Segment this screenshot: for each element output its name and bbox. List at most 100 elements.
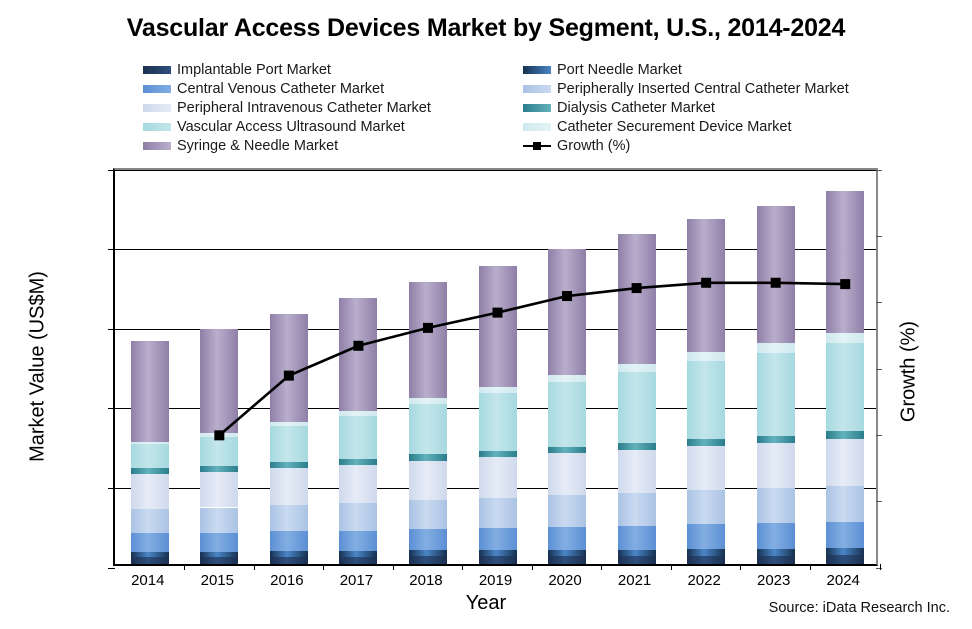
bar-group[interactable] <box>269 166 308 564</box>
bar-segment[interactable] <box>756 435 795 444</box>
bar-segment[interactable] <box>617 450 656 494</box>
bar-segment[interactable] <box>200 552 239 558</box>
bar-group[interactable] <box>478 166 517 564</box>
bar-segment[interactable] <box>269 461 308 468</box>
bar-segment[interactable] <box>826 431 865 440</box>
bar-segment[interactable] <box>408 398 447 405</box>
bar-segment[interactable] <box>617 525 656 550</box>
bar-segment[interactable] <box>339 458 378 465</box>
bar-segment[interactable] <box>200 329 239 434</box>
bar-segment[interactable] <box>408 404 447 455</box>
bar-segment[interactable] <box>478 393 517 451</box>
bar-segment[interactable] <box>756 488 795 524</box>
bar-segment[interactable] <box>408 499 447 529</box>
bar-group[interactable] <box>130 166 169 564</box>
bar-segment[interactable] <box>478 450 517 458</box>
bar-segment[interactable] <box>130 508 169 534</box>
bar-segment[interactable] <box>130 444 169 469</box>
bar-segment[interactable] <box>130 533 169 553</box>
bar-segment[interactable] <box>130 441 169 445</box>
bar-segment[interactable] <box>617 493 656 526</box>
bar-segment[interactable] <box>339 551 378 557</box>
legend-item[interactable]: Peripheral Intravenous Catheter Market <box>143 99 508 118</box>
bar-segment[interactable] <box>548 495 587 527</box>
bar-segment[interactable] <box>548 556 587 564</box>
bar-segment[interactable] <box>548 374 587 382</box>
bar-segment[interactable] <box>269 504 308 532</box>
bar-segment[interactable] <box>269 531 308 552</box>
bar-segment[interactable] <box>339 530 378 552</box>
legend-item[interactable]: Vascular Access Ultrasound Market <box>143 118 508 137</box>
bar-segment[interactable] <box>339 464 378 503</box>
bar-segment[interactable] <box>130 552 169 558</box>
bar-segment[interactable] <box>130 468 169 474</box>
bar-segment[interactable] <box>269 556 308 564</box>
legend-item[interactable]: Central Venous Catheter Market <box>143 80 508 99</box>
bar-segment[interactable] <box>826 485 865 522</box>
bar-segment[interactable] <box>617 371 656 444</box>
bar-segment[interactable] <box>687 524 726 549</box>
bar-segment[interactable] <box>548 446 587 454</box>
bar-segment[interactable] <box>478 497 517 529</box>
growth-line-marker[interactable] <box>840 279 851 290</box>
bar-segment[interactable] <box>269 421 308 426</box>
bar-segment[interactable] <box>339 415 378 459</box>
bar-segment[interactable] <box>339 298 378 411</box>
growth-line-marker[interactable] <box>701 277 712 288</box>
bar-segment[interactable] <box>339 556 378 564</box>
bar-segment[interactable] <box>687 490 726 525</box>
bar-segment[interactable] <box>269 467 308 505</box>
bar-group[interactable] <box>408 166 447 564</box>
bar-segment[interactable] <box>687 548 726 556</box>
growth-line-marker[interactable] <box>562 291 573 302</box>
bar-segment[interactable] <box>687 361 726 440</box>
bar-segment[interactable] <box>826 332 865 344</box>
bar-segment[interactable] <box>408 550 447 557</box>
growth-line-marker[interactable] <box>770 277 781 288</box>
bar-segment[interactable] <box>756 523 795 549</box>
legend-item[interactable]: Dialysis Catheter Market <box>523 99 888 118</box>
bar-segment[interactable] <box>617 549 656 557</box>
bar-segment[interactable] <box>408 454 447 461</box>
bar-segment[interactable] <box>269 313 308 422</box>
bar-segment[interactable] <box>826 191 865 333</box>
bar-segment[interactable] <box>478 457 517 498</box>
bar-group[interactable] <box>548 166 587 564</box>
bar-segment[interactable] <box>826 548 865 556</box>
bar-segment[interactable] <box>269 425 308 462</box>
bar-segment[interactable] <box>687 446 726 491</box>
bar-segment[interactable] <box>826 521 865 549</box>
bar-segment[interactable] <box>756 343 795 353</box>
bar-segment[interactable] <box>408 460 447 500</box>
bar-segment[interactable] <box>130 473 169 509</box>
legend-item[interactable]: Catheter Securement Device Market <box>523 118 888 137</box>
bar-segment[interactable] <box>478 265 517 387</box>
bar-segment[interactable] <box>826 343 865 432</box>
bar-group[interactable] <box>339 166 378 564</box>
bar-segment[interactable] <box>269 551 308 557</box>
bar-segment[interactable] <box>478 386 517 394</box>
bar-segment[interactable] <box>617 443 656 451</box>
bar-segment[interactable] <box>339 502 378 531</box>
bar-segment[interactable] <box>548 249 587 375</box>
bar-group[interactable] <box>617 166 656 564</box>
bar-segment[interactable] <box>756 443 795 489</box>
bar-segment[interactable] <box>548 549 587 557</box>
bar-segment[interactable] <box>826 555 865 564</box>
bar-segment[interactable] <box>408 281 447 399</box>
bar-segment[interactable] <box>687 439 726 447</box>
bar-segment[interactable] <box>200 436 239 467</box>
bar-segment[interactable] <box>617 363 656 372</box>
growth-line-marker[interactable] <box>214 430 225 441</box>
legend-item[interactable]: Syringe & Needle Market <box>143 137 508 156</box>
bar-segment[interactable] <box>130 341 169 442</box>
growth-line-marker[interactable] <box>353 340 364 351</box>
growth-line-marker[interactable] <box>422 322 433 333</box>
bar-segment[interactable] <box>339 410 378 416</box>
bar-segment[interactable] <box>617 234 656 364</box>
legend-item[interactable]: Peripherally Inserted Central Catheter M… <box>523 80 888 99</box>
bar-segment[interactable] <box>408 556 447 564</box>
bar-segment[interactable] <box>756 555 795 564</box>
bar-segment[interactable] <box>687 555 726 564</box>
bar-segment[interactable] <box>200 532 239 553</box>
